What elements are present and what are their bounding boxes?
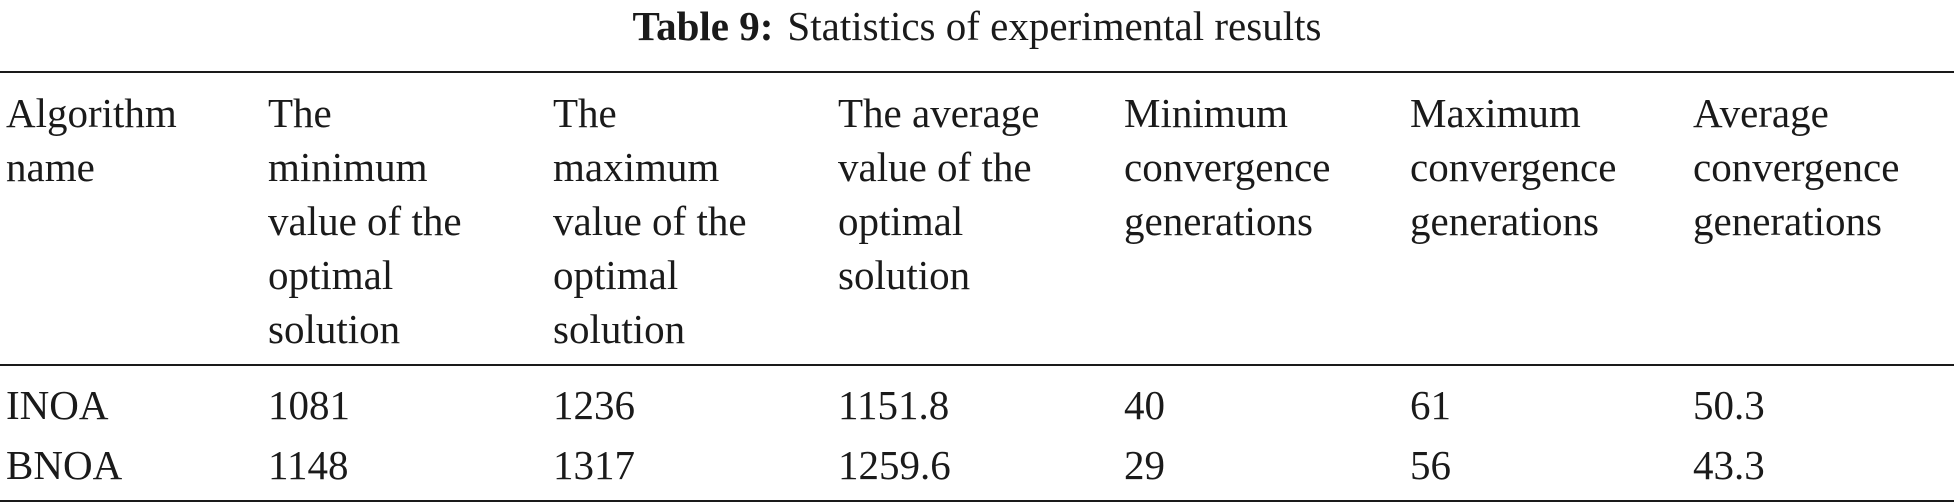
caption-text: Statistics of experimental results [787,3,1322,49]
table-caption: Table 9: Statistics of experimental resul… [0,0,1954,60]
table-cell-avg-value: 1259.6 [838,442,951,488]
header-algorithm-name: Algorithm name [6,90,177,190]
header-maximum-convergence-generations: Maximum convergence generations [1410,90,1617,244]
table-cell-max-generations: 56 [1410,442,1451,488]
table-cell-max-value: 1236 [553,382,635,428]
header-maximum-optimal-value: The maximum value of the optimal solutio… [553,90,747,352]
table-cell-min-value: 1081 [268,382,350,428]
table-cell-algorithm: BNOA [6,442,123,488]
header-average-convergence-generations: Average convergence generations [1693,90,1900,244]
table-cell-max-value: 1317 [553,442,635,488]
table-cell-avg-value: 1151.8 [838,382,950,428]
table-cell-min-generations: 29 [1124,442,1165,488]
header-minimum-optimal-value: The minimum value of the optimal solutio… [268,90,462,352]
header-rule [0,364,1954,366]
header-average-optimal-value: The average value of the optimal solutio… [838,90,1040,298]
table-cell-min-generations: 40 [1124,382,1165,428]
table-cell-algorithm: INOA [6,382,109,428]
caption-label: Table 9: [632,3,774,49]
top-rule [0,71,1954,73]
bottom-rule [0,500,1954,502]
table-cell-avg-generations: 43.3 [1693,442,1765,488]
header-minimum-convergence-generations: Minimum convergence generations [1124,90,1331,244]
table-cell-min-value: 1148 [268,442,349,488]
table-cell-max-generations: 61 [1410,382,1451,428]
table-cell-avg-generations: 50.3 [1693,382,1765,428]
